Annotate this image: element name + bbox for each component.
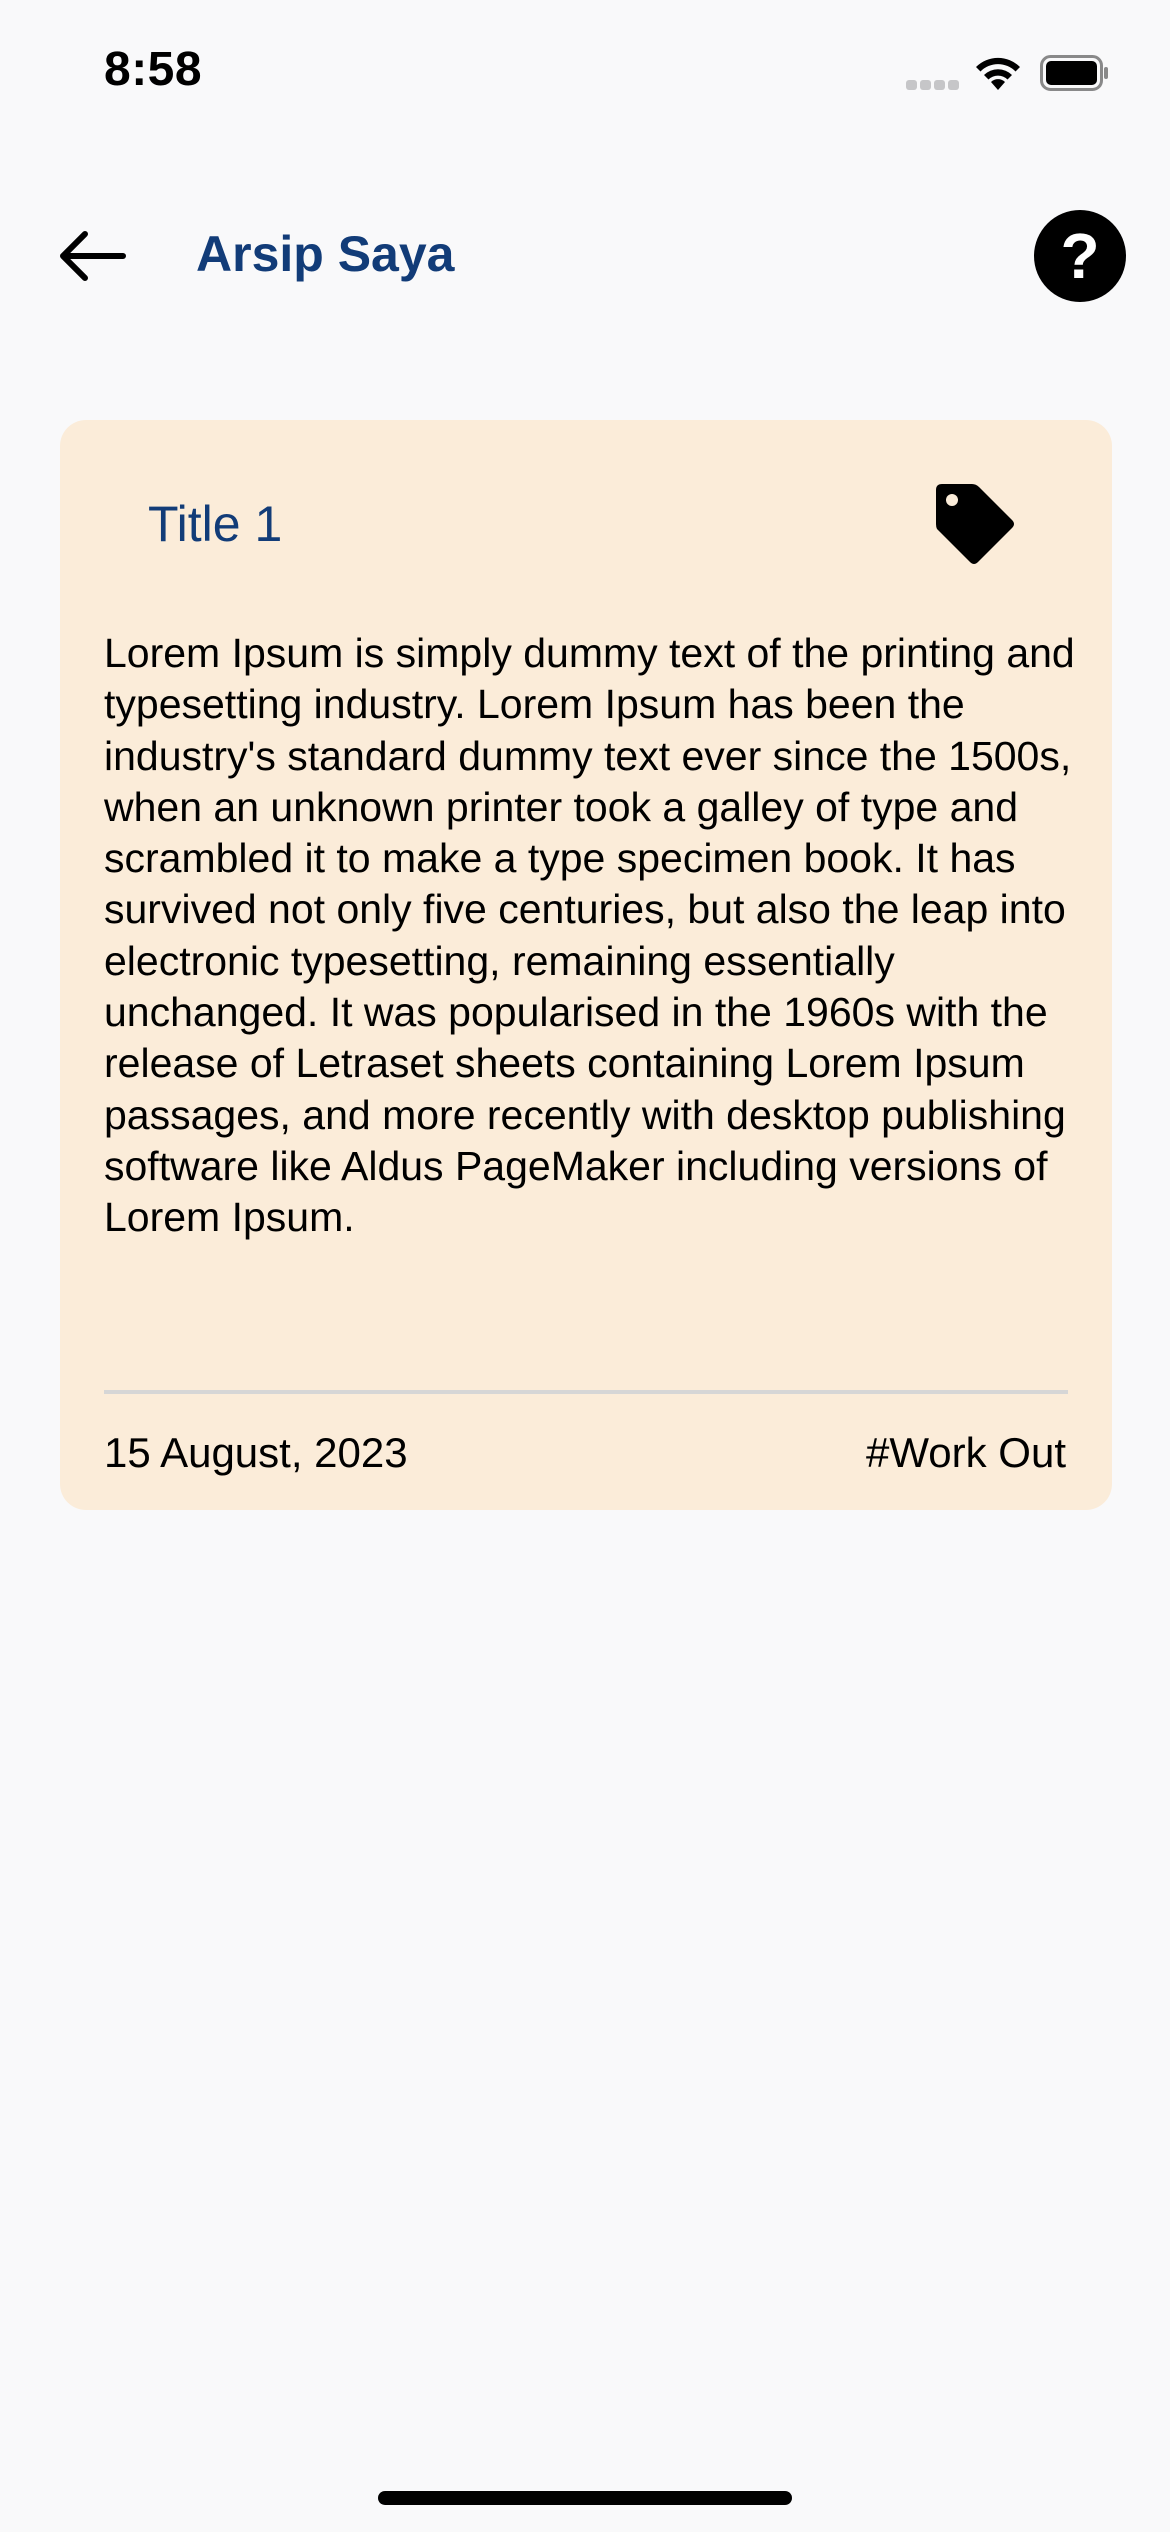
app-header: Arsip Saya ? <box>0 190 1170 320</box>
cellular-signal-icon <box>906 80 960 90</box>
archive-card[interactable]: Title 1 Lorem Ipsum is simply dummy text… <box>60 420 1112 1510</box>
question-mark-icon: ? <box>1060 220 1100 292</box>
status-time: 8:58 <box>104 43 203 96</box>
arrow-left-icon <box>60 231 126 281</box>
card-divider <box>104 1390 1068 1394</box>
back-button[interactable] <box>48 218 134 294</box>
page-title: Arsip Saya <box>196 226 455 282</box>
card-title: Title 1 <box>148 496 283 552</box>
card-tag-label: #Work Out <box>866 1429 1066 1476</box>
help-button[interactable]: ? <box>1034 210 1126 302</box>
status-bar: 8:58 <box>0 0 1170 150</box>
home-indicator <box>378 2491 792 2505</box>
wifi-icon <box>976 57 1020 90</box>
card-date: 15 August, 2023 <box>104 1429 408 1476</box>
battery-icon <box>1040 55 1108 91</box>
card-body-text: Lorem Ipsum is simply dummy text of the … <box>104 630 1075 1241</box>
tag-icon[interactable] <box>930 480 1016 566</box>
